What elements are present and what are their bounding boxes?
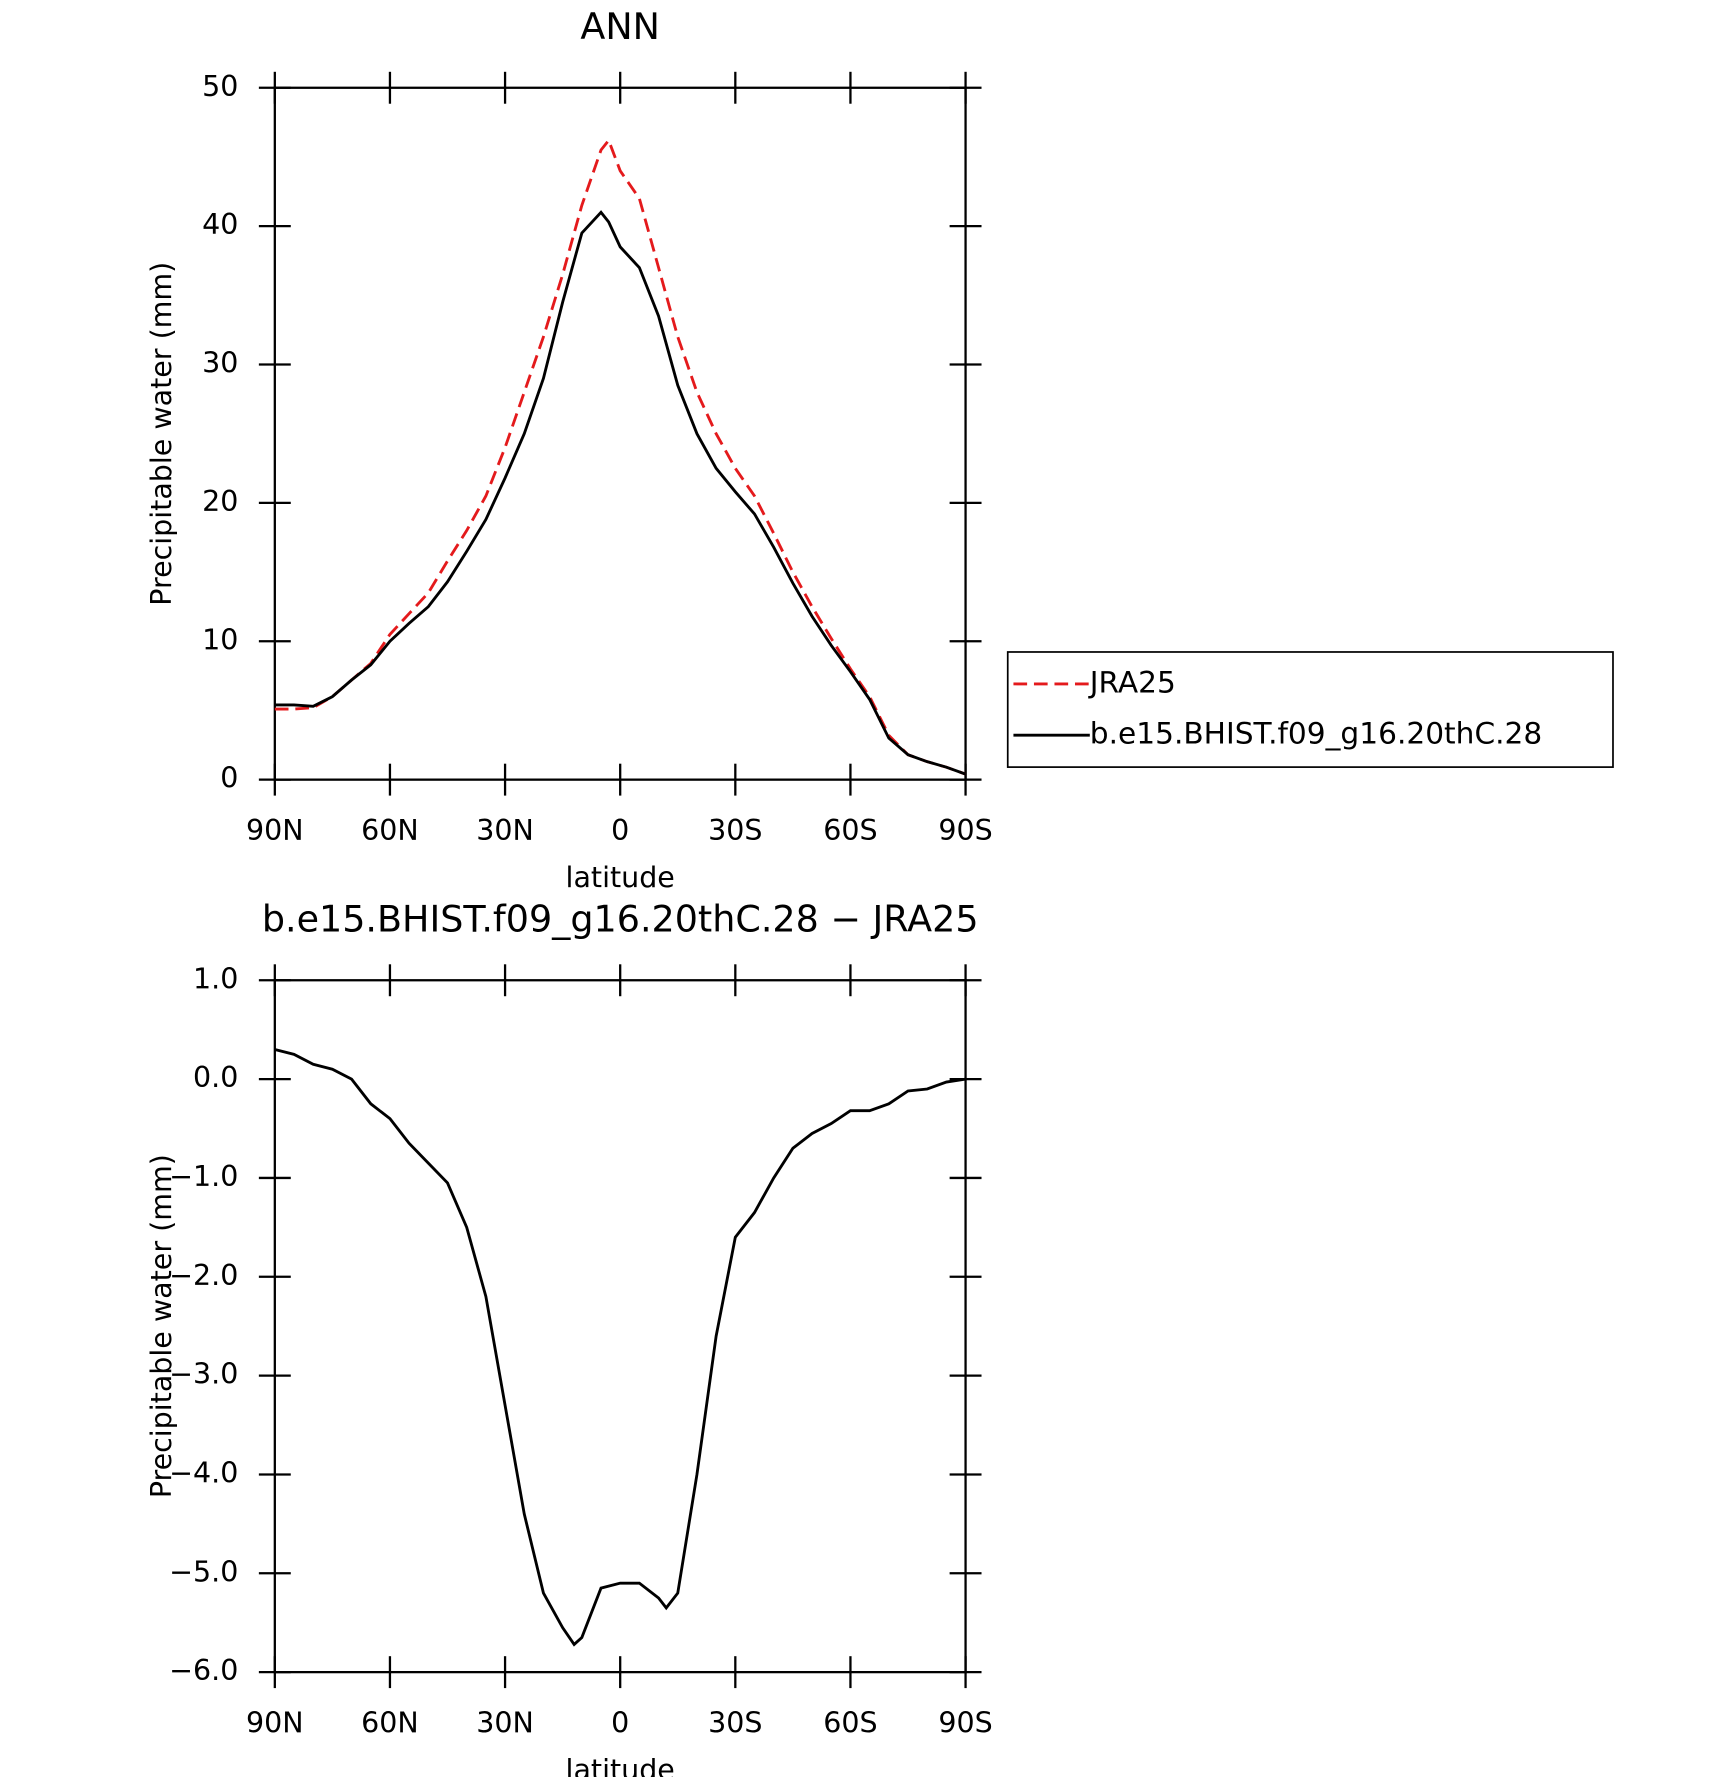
legend-label: JRA25 bbox=[1088, 664, 1176, 699]
x-tick-label: 30S bbox=[708, 1707, 762, 1740]
x-tick-label: 30S bbox=[708, 814, 762, 847]
x-tick-label: 0 bbox=[611, 1707, 629, 1740]
data-line bbox=[274, 1048, 966, 1647]
y-axis-label: Precipitable water (mm) bbox=[145, 1154, 178, 1498]
y-tick-label: 30 bbox=[202, 347, 238, 380]
x-tick-label: 60S bbox=[823, 814, 877, 847]
x-tick-label: 60N bbox=[361, 1707, 419, 1740]
x-tick-label: 90N bbox=[246, 1707, 304, 1740]
y-tick-label: −6.0 bbox=[169, 1654, 238, 1687]
x-tick-label: 30N bbox=[476, 1707, 534, 1740]
data-line bbox=[274, 137, 967, 776]
y-tick-label: 10 bbox=[202, 623, 238, 656]
y-tick-label: −4.0 bbox=[169, 1456, 238, 1489]
y-tick-label: 40 bbox=[202, 208, 238, 241]
y-tick-label: −1.0 bbox=[169, 1160, 238, 1193]
x-axis-label: latitude bbox=[566, 1753, 675, 1777]
y-tick-label: −2.0 bbox=[169, 1259, 238, 1292]
x-tick-label: 60N bbox=[361, 814, 419, 847]
plot-frame bbox=[273, 979, 967, 1674]
y-tick-label: 1.0 bbox=[193, 962, 238, 995]
y-tick-label: 20 bbox=[202, 485, 238, 518]
x-tick-label: 30N bbox=[476, 814, 534, 847]
chart-title: b.e15.BHIST.f09_g16.20thC.28 − JRA25 bbox=[262, 897, 979, 940]
y-tick-label: −5.0 bbox=[169, 1555, 238, 1588]
x-tick-label: 90S bbox=[938, 1707, 992, 1740]
y-tick-label: 0 bbox=[220, 762, 238, 795]
legend-label: b.e15.BHIST.f09_g16.20thC.28 bbox=[1090, 716, 1542, 751]
x-tick-label: 0 bbox=[611, 814, 629, 847]
plot-frame bbox=[273, 86, 967, 781]
x-axis-label: latitude bbox=[566, 861, 675, 894]
y-tick-label: 0.0 bbox=[193, 1061, 238, 1094]
x-tick-label: 60S bbox=[823, 1707, 877, 1740]
chart-title: ANN bbox=[580, 5, 660, 48]
legend-box bbox=[1006, 651, 1614, 768]
y-tick-label: −3.0 bbox=[169, 1358, 238, 1391]
y-axis-label: Precipitable water (mm) bbox=[145, 262, 178, 606]
x-tick-label: 90N bbox=[246, 814, 304, 847]
y-tick-label: 50 bbox=[202, 70, 238, 103]
x-tick-label: 90S bbox=[938, 814, 992, 847]
data-line bbox=[274, 210, 967, 776]
